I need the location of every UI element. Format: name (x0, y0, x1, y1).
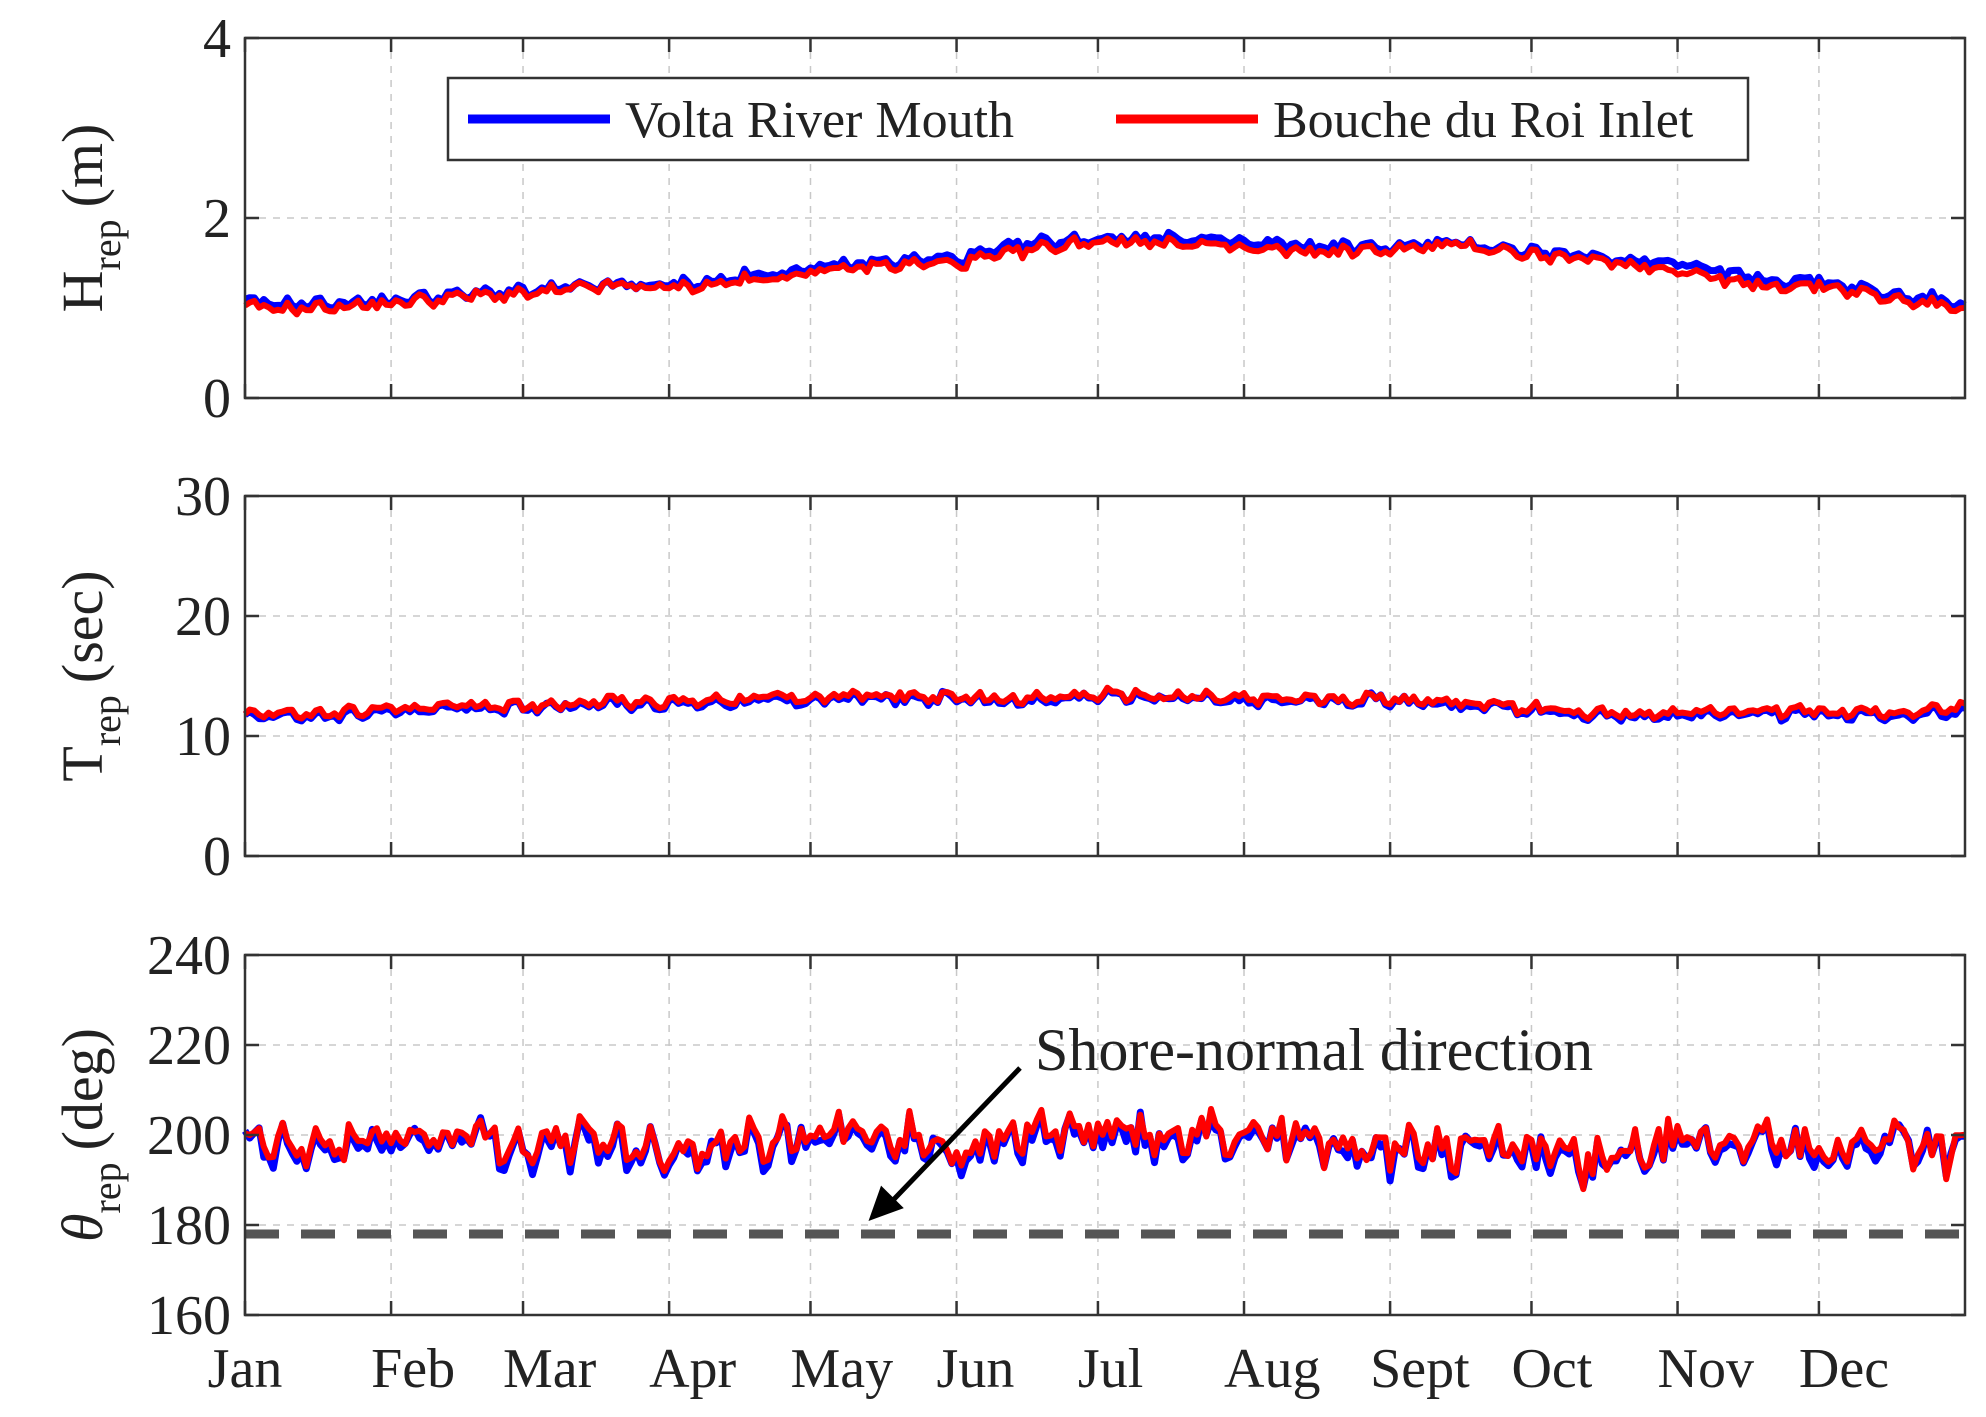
x-tick-label: Dec (1799, 1338, 1889, 1400)
y-tick-label: 180 (147, 1195, 231, 1257)
series-line-bouche-du-roi-inlet (243, 234, 1966, 318)
y-axis-label-subscript: rep (84, 1162, 129, 1213)
y-tick-label: 200 (147, 1105, 231, 1167)
y-axis-label-subscript: rep (84, 695, 129, 746)
y-tick-label: 160 (147, 1285, 231, 1347)
x-tick-label: Jul (1078, 1338, 1143, 1400)
y-axis-label: Hrep (m) (50, 124, 129, 313)
y-axis-label-subscript: rep (84, 219, 129, 270)
panel-wave-height: 0 2 4 Hrep (m) Volta River Mouth Bouche du Roi… (50, 8, 1967, 430)
y-tick-label: 30 (175, 466, 231, 528)
y-tick-label: 240 (147, 925, 231, 987)
y-axis-label-symbol: H (50, 270, 115, 312)
y-tick-label: 4 (203, 8, 231, 70)
legend-label-bouche-du-roi-inlet: Bouche du Roi Inlet (1273, 92, 1694, 149)
x-tick-label: Nov (1658, 1338, 1754, 1400)
y-axis-label: Trep (sec) (50, 570, 129, 781)
x-tick-label: May (790, 1338, 893, 1400)
y-axis-label-symbol: θ (50, 1213, 115, 1242)
y-axis-label: θrep (deg) (50, 1028, 129, 1242)
x-tick-label: Sept (1370, 1338, 1470, 1400)
series-line-bouche-du-roi-inlet (242, 684, 1967, 722)
x-tick-label: Mar (503, 1338, 597, 1400)
y-axis-label-unit: (deg) (50, 1028, 115, 1150)
x-tick-label: Feb (371, 1338, 455, 1400)
x-tick-label: Aug (1224, 1338, 1320, 1400)
legend-box (446, 76, 1750, 162)
annotation-arrow-head (868, 1185, 904, 1221)
annotation-arrow-shaft (884, 1066, 1022, 1209)
series-line-bouche-du-roi-inlet (243, 1106, 1966, 1193)
legend-label-volta-river-mouth: Volta River Mouth (625, 92, 1014, 149)
y-tick-label: 0 (203, 826, 231, 888)
x-tick-label: Oct (1511, 1338, 1592, 1400)
y-axis-label-unit: (m) (50, 124, 115, 208)
shore-normal-annotation: Shore-normal direction (1035, 1017, 1593, 1083)
y-axis-label-unit: (sec) (50, 570, 115, 683)
x-tick-label: Apr (649, 1338, 736, 1400)
y-tick-label: 220 (147, 1015, 231, 1077)
x-tick-label: Jan (208, 1338, 283, 1400)
panel-wave-direction: 160 180 200 220 240 θrep (deg) Shore-normal dir… (50, 925, 1967, 1400)
x-tick-label: Jun (937, 1338, 1015, 1400)
panel-wave-period: 0 10 20 30 Trep (sec) (50, 466, 1967, 888)
axes-frame (243, 494, 1967, 858)
y-tick-label: 20 (175, 586, 231, 648)
y-tick-label: 10 (175, 706, 231, 768)
y-tick-label: 2 (203, 188, 231, 250)
y-tick-label: 0 (203, 368, 231, 430)
y-axis-label-symbol: T (50, 746, 115, 781)
